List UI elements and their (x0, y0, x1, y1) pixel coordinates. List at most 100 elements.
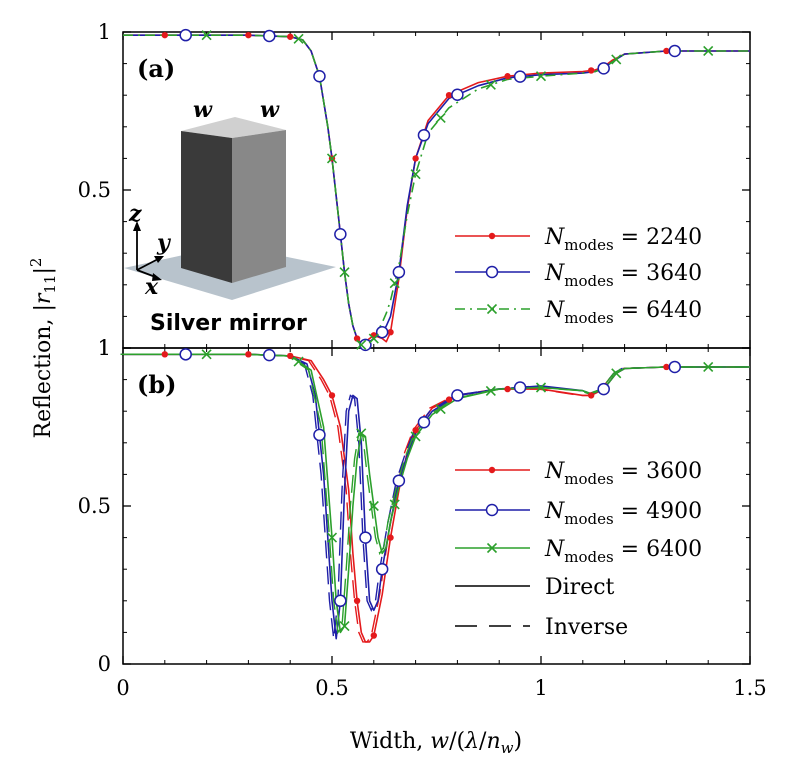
panel-1-series-2-marker-2 (326, 532, 338, 543)
x-axis-title: Width, w/(λ/nw) (350, 729, 522, 757)
panel-0-series-0-marker-1 (245, 31, 252, 39)
panel-1-series-2-marker-12 (703, 361, 714, 373)
panel-1-series-0-marker-9 (504, 385, 511, 393)
panel-1-series-0-marker-6 (387, 534, 394, 541)
panel-0-series-0-marker-0 (161, 31, 168, 39)
panel-1-series-1-marker-11 (668, 360, 682, 374)
panel-0-series-2-marker-1 (293, 33, 304, 44)
pillar-side-face (232, 130, 286, 283)
panel-1-legend-label-0: Nmodes = 3600 (544, 459, 702, 488)
inset-axis-x: x (144, 274, 159, 300)
inset-axis-z: z (128, 201, 142, 227)
panel-1-legend-label-1: Nmodes = 4900 (544, 499, 702, 528)
panel-1-series-1-marker-8 (451, 389, 464, 402)
inset-caption: Silver mirror (150, 311, 307, 336)
panel-1-series-1-marker-0 (179, 348, 192, 361)
panel-0-y-tick-label-2: 1 (98, 336, 111, 360)
panel-1-series-2-marker-4 (356, 428, 367, 439)
panel-1-y-tick-label-1: 0.5 (78, 494, 111, 518)
panel-1-series-1-line (123, 353, 750, 640)
inset-illustration: w w z y x Silver mirror (124, 97, 336, 336)
panel-0-legend-label-1: Nmodes = 3640 (544, 261, 702, 290)
panel-0-series-1-marker-0 (179, 28, 192, 42)
panel-1-legend-marker-2 (486, 542, 498, 554)
panel-0-series-0-marker-10 (587, 67, 595, 74)
x-tick-label-0: 0 (116, 676, 129, 700)
pillar-front-face (181, 131, 232, 283)
panel-0-legend-entry-0: Nmodes = 2240 (455, 225, 702, 254)
panel-0-legend-entry-1: Nmodes = 3640 (455, 261, 702, 290)
panel-0-series-2-marker-8 (435, 112, 446, 124)
panel-0-series-2-marker-6 (389, 278, 400, 289)
panel-1-series-2-line (123, 353, 750, 634)
panel-0-series-1-marker-1 (263, 29, 276, 43)
panel-1-series-2-marker-8 (435, 404, 446, 415)
panel-0-series-2-marker-12 (703, 45, 714, 57)
inset-label-w-left: w (193, 97, 213, 123)
panel-0-series-2-marker-4 (356, 339, 367, 350)
z-axis-arrowhead (133, 221, 141, 231)
panel-0-series-2-marker-7 (410, 169, 421, 180)
panel-0-series-1-marker-3 (334, 227, 347, 241)
panel-0-series-2-marker-3 (339, 267, 350, 278)
y-axis-arrowhead (154, 256, 164, 263)
panel-0-series-0-marker-8 (445, 92, 453, 99)
panel-0-series-1-marker-6 (392, 265, 406, 279)
inset-axis-y: y (156, 230, 172, 256)
pillar-top-face (181, 117, 286, 138)
panel-1-series-1-marker-9 (513, 381, 527, 394)
panel-0-series-1-marker-7 (417, 128, 431, 142)
panel-0-series-2-marker-9 (485, 79, 496, 90)
panel-1-legend-marker-0 (488, 466, 496, 474)
panel-1-series-1-marker-2 (313, 428, 326, 442)
legends: Nmodes = 2240 Nmodes = 3640 Nmodes = 6440 N… (455, 225, 702, 640)
panel-0-series-1-marker-4 (359, 338, 372, 352)
panel-0-legend-marker-0 (488, 232, 496, 240)
x-tick-label-2: 1 (534, 676, 547, 700)
panel-1-series-0-marker-11 (663, 363, 670, 371)
panel-1-series-0-marker-1 (245, 351, 252, 358)
panel-1-series-0-marker-10 (587, 392, 595, 399)
panel-0-legend-marker-1 (485, 265, 499, 279)
y-axis-title: Reflection, |r11|2 (27, 258, 59, 439)
panel-1-series-2-marker-11 (611, 368, 622, 379)
legend-style-label-1: Inverse (545, 615, 628, 640)
legend-style-label-0: Direct (545, 575, 615, 600)
panel-1-series-0-marker-8 (445, 396, 453, 403)
panel-1-series-2-marker-7 (410, 431, 421, 442)
panel-1-series-2-marker-5 (368, 500, 379, 512)
panel-1-legend-entry-1: Nmodes = 4900 (455, 499, 702, 528)
panel-1-series-2-marker-9 (485, 385, 496, 397)
panel-0-series-2-marker-11 (611, 54, 622, 65)
panel-1-series-2-marker-0 (201, 349, 212, 360)
panel-1-series-1-marker-5 (375, 562, 389, 576)
x-tick-label-3: 1.5 (733, 676, 766, 700)
data-markers (161, 28, 714, 639)
panel-0-series-1-marker-8 (451, 88, 464, 101)
panel-1-series-0-marker-0 (161, 351, 168, 358)
panel-0-series-1-marker-5 (375, 325, 389, 339)
panel-b-label: (b) (137, 370, 177, 399)
panel-0-series-1-marker-9 (513, 70, 527, 83)
panel-1-series-2-marker-1 (293, 356, 304, 367)
panel-0-series-2-marker-5 (368, 333, 379, 344)
panel-1-legend-label-2: Nmodes = 6400 (544, 537, 702, 566)
panel-1-series-1-marker-3 (334, 594, 347, 608)
panel-1-series-1-marker-6 (392, 474, 406, 487)
panel-1-series-0-marker-7 (412, 426, 419, 434)
panel-a-label: (a) (137, 54, 175, 83)
panel-1-series-1-inverse-line (120, 353, 748, 639)
panel-1-series-0-marker-3 (328, 392, 336, 399)
panel-0-series-1-marker-10 (597, 62, 610, 75)
panel-0-series-0-marker-6 (387, 329, 394, 336)
panel-1-series-2-marker-6 (389, 499, 400, 510)
panel-1-legend-entry-0: Nmodes = 3600 (455, 459, 702, 488)
panel-1-series-1-marker-1 (263, 348, 276, 362)
x-axis-arrowhead (152, 273, 162, 281)
y-axis-arrow (136, 257, 161, 271)
panel-0-series-1-marker-2 (313, 69, 326, 83)
panel-0-legend-label-2: Nmodes = 6440 (544, 298, 702, 327)
panel-0-series-0-marker-7 (412, 155, 419, 162)
